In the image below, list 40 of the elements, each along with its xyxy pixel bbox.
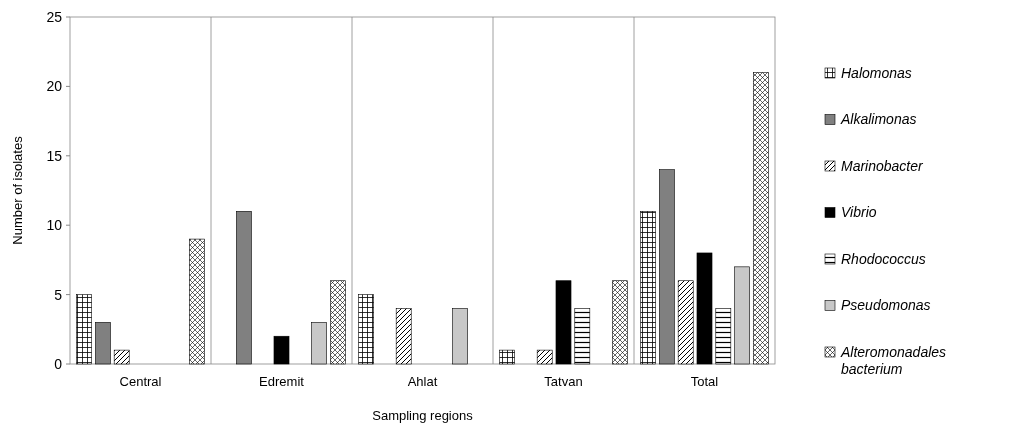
- legend-label: Vibrio: [841, 204, 877, 221]
- bar: [452, 308, 468, 365]
- bar: [311, 322, 327, 365]
- y-tick-label: 10: [46, 217, 63, 234]
- x-tick-label: Tatvan: [544, 374, 583, 389]
- bar: [499, 349, 515, 365]
- y-axis-title: Number of isolates: [10, 135, 25, 245]
- bar: [113, 349, 130, 365]
- y-tick-label: 0: [54, 355, 63, 372]
- x-tick-label: Ahlat: [407, 374, 438, 389]
- x-tick-label: Edremit: [259, 374, 305, 389]
- bar: [640, 211, 656, 365]
- y-tick-label: 25: [46, 8, 63, 25]
- x-tick-label: Total: [690, 374, 719, 389]
- bar: [358, 294, 374, 365]
- bar: [696, 252, 713, 365]
- bar: [273, 335, 290, 365]
- legend-label: Alteromonadales bacterium: [840, 343, 947, 377]
- legend-label: Pseudomonas: [841, 297, 931, 314]
- bar: [330, 280, 346, 365]
- y-tick-label: 15: [46, 147, 63, 164]
- bar: [677, 280, 694, 365]
- bar: [574, 308, 591, 365]
- bar: [753, 72, 769, 365]
- bar: [734, 266, 750, 365]
- bar: [189, 238, 205, 365]
- x-axis-title: Sampling regions: [372, 408, 474, 423]
- bar: [555, 280, 572, 365]
- legend-label: Alkalimonas: [840, 111, 917, 128]
- bar: [76, 294, 92, 365]
- y-tick-label: 5: [54, 286, 63, 303]
- legend-label: Halomonas: [841, 64, 912, 81]
- bar: [536, 349, 553, 365]
- legend-label: Rhodococcus: [841, 250, 926, 267]
- x-tick-label: Central: [119, 374, 162, 389]
- legend-label: Marinobacter: [841, 157, 925, 174]
- bar: [395, 308, 412, 365]
- y-tick-label: 20: [46, 78, 63, 95]
- bar: [715, 308, 732, 365]
- bar: [612, 280, 628, 365]
